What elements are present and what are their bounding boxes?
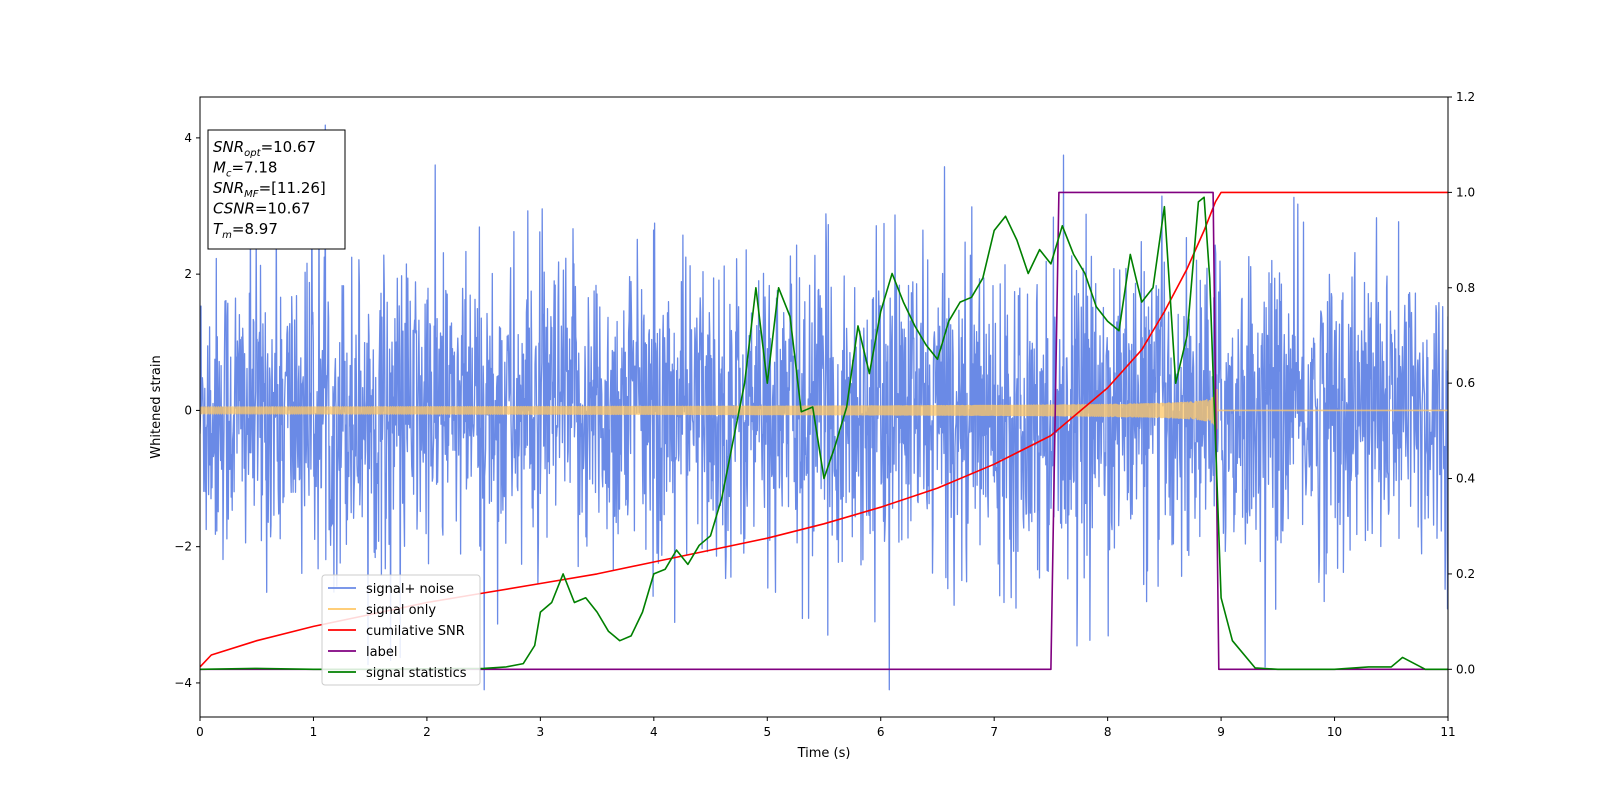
series-line-signal-only — [200, 388, 1448, 430]
info-box-line: SNRMF=[11.26] — [213, 179, 326, 200]
axes-frame — [199, 96, 1449, 718]
series-line-signal-noise — [200, 124, 1448, 691]
info-box: SNRopt=10.67Mc=7.18SNRMF=[11.26]CSNR=10.… — [207, 129, 346, 250]
info-box-line: CSNR=10.67 — [213, 200, 310, 218]
y-tick-label: 4 — [184, 131, 192, 145]
x-tick-label: 11 — [1440, 725, 1455, 739]
x-tick-label: 5 — [763, 725, 771, 739]
info-box-line: Tm=8.97 — [213, 220, 278, 241]
x-axis-label: Time (s) — [797, 746, 851, 761]
y2-tick-label: 0.0 — [1456, 662, 1475, 676]
y2-tick-label: 1.0 — [1456, 185, 1475, 199]
series-line-label — [200, 191, 1448, 671]
x-tick-label: 10 — [1327, 725, 1342, 739]
legend-label: signal+ noise — [366, 582, 454, 597]
y-tick-label: 0 — [184, 403, 192, 417]
legend-frame — [321, 574, 481, 686]
y2-tick-label: 0.2 — [1456, 567, 1475, 581]
series-line-signal-statistics — [200, 196, 1448, 671]
x-axis: 0 1 2 3 4 5 6 7 8 9 10 11 — [196, 717, 1456, 739]
y2-tick-label: 0.8 — [1456, 281, 1475, 295]
x-tick-label: 3 — [537, 725, 545, 739]
x-tick-label: 0 — [196, 725, 204, 739]
x-tick-label: 1 — [310, 725, 318, 739]
y-tick-label: −2 — [174, 540, 192, 554]
legend-label: signal statistics — [366, 666, 467, 681]
info-box-line: SNRopt=10.67 — [213, 138, 316, 159]
legend-label: label — [366, 645, 397, 660]
y2-tick-label: 0.6 — [1456, 376, 1475, 390]
x-tick-label: 6 — [877, 725, 885, 739]
x-tick-label: 7 — [990, 725, 998, 739]
y-axis-label: Whitened strain — [149, 355, 164, 458]
y-tick-label: 2 — [184, 267, 192, 281]
x-tick-label: 4 — [650, 725, 658, 739]
legend-label: cumilative SNR — [366, 624, 465, 639]
info-box-frame — [207, 129, 346, 250]
y-tick-label: −4 — [174, 676, 192, 690]
y-axis-left: −4 −2 0 2 4 — [174, 131, 200, 690]
x-tick-label: 2 — [423, 725, 431, 739]
y2-tick-label: 0.4 — [1456, 472, 1475, 486]
y-axis-right: 0.0 0.2 0.4 0.6 0.8 1.0 1.2 — [1448, 90, 1475, 676]
y2-tick-label: 1.2 — [1456, 90, 1475, 104]
x-tick-label: 9 — [1217, 725, 1225, 739]
legend-label: signal only — [366, 603, 436, 618]
x-tick-label: 8 — [1104, 725, 1112, 739]
legend: signal+ noise signal only cumilative SNR la… — [321, 574, 481, 686]
info-box-line: Mc=7.18 — [213, 159, 277, 180]
